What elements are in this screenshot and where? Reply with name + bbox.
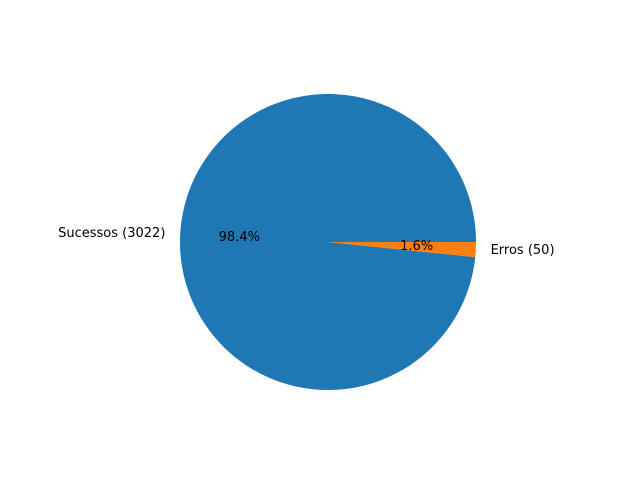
pie-slice-0	[179, 94, 476, 391]
slice-percent-1: 1.6%	[400, 239, 433, 254]
pie-slice-1	[328, 242, 476, 258]
slice-label-0: Sucessos (3022)	[58, 226, 165, 241]
pie-labels: Sucessos (3022) 98.4% Erros (50) 1.6%	[58, 226, 554, 258]
slice-percent-0: 98.4%	[219, 230, 260, 245]
pie-slices	[179, 94, 476, 391]
slice-label-1: Erros (50)	[491, 243, 555, 258]
